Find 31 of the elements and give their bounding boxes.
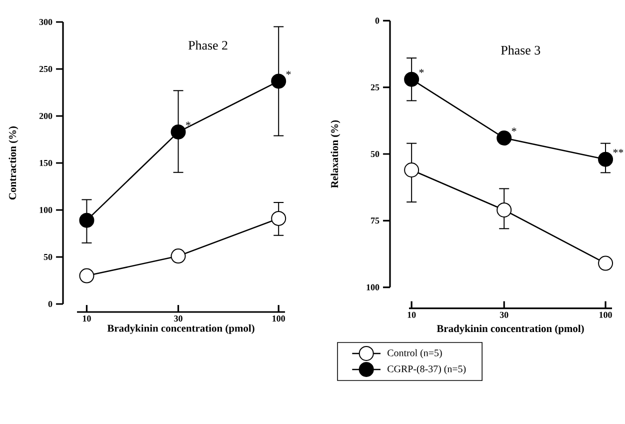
y-tick-label: 250 — [39, 66, 52, 72]
text: Phase 3 — [501, 45, 540, 55]
y-tick-label: 150 — [40, 160, 52, 166]
y-tick-label: 100 — [40, 206, 52, 214]
x-tick-label: 10 — [408, 312, 416, 318]
x-axis-title: Bradykinin concentration (pmol) — [436, 324, 584, 334]
x-tick-label: 100 — [600, 312, 612, 318]
legend-label: Control (n=5) — [388, 349, 442, 358]
x-tick-label: 30 — [500, 312, 508, 318]
y-axis-title: Relaxation (%) — [330, 120, 340, 188]
y-tick-label: 75 — [371, 218, 380, 224]
x-tick-label: 10 — [82, 316, 91, 322]
y-tick-label: 25 — [370, 84, 380, 90]
y-tick-label: 50 — [370, 150, 380, 158]
annotation: * — [186, 122, 190, 126]
y-tick-label: 0 — [375, 18, 380, 24]
annotation: * — [286, 70, 291, 75]
y-tick-label: 50 — [44, 254, 52, 260]
y-tick-label: 300 — [39, 18, 52, 26]
annotation: ** — [613, 148, 624, 153]
y-axis-title: Contraction (%) — [8, 126, 18, 200]
y-tick-label: 100 — [366, 284, 380, 290]
x-tick-label: 100 — [272, 316, 285, 322]
y-tick-label: 200 — [39, 112, 52, 120]
legend-label: CGRP-(8-37) (n=5) — [388, 365, 466, 374]
y-tick-label: 0 — [48, 300, 52, 308]
text: Phase 2 — [188, 40, 228, 50]
annotation: * — [419, 68, 424, 73]
x-tick-label: 30 — [174, 316, 182, 322]
x-axis-title: Bradykinin concentration (pmol) — [107, 324, 254, 334]
annotation: * — [512, 128, 516, 132]
